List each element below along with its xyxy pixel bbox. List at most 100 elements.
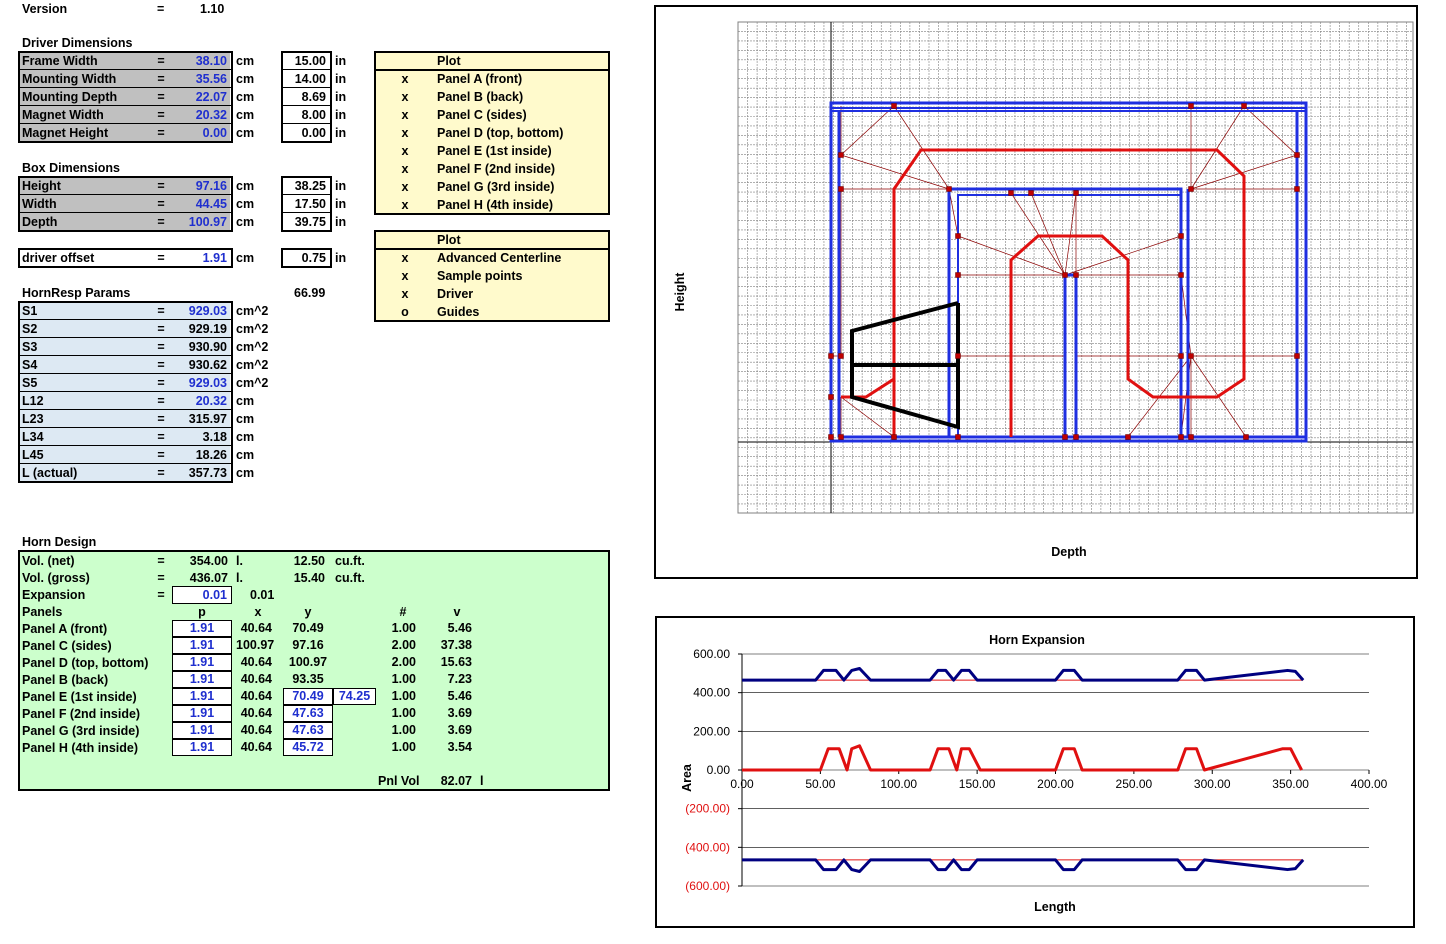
driver-row-label: Magnet Height — [20, 124, 160, 142]
panel-p-input[interactable]: 1.91 — [172, 688, 232, 705]
hornresp-value: 930.90 — [172, 338, 230, 356]
driver-row-cm-input[interactable]: 38.10 — [172, 52, 230, 70]
panel-y: 100.97 — [288, 655, 328, 669]
box-row-cm-input[interactable]: 100.97 — [172, 213, 230, 231]
version-label: Version — [22, 2, 68, 16]
horn-expansion-chart[interactable]: Horn Expansion 600.00 400.00 200.00 0.00 (200… — [655, 616, 1415, 928]
layout-chart[interactable]: Depth Height — [654, 5, 1418, 579]
hornresp-label: L34 — [20, 428, 160, 446]
hornresp-eq: = — [150, 392, 172, 410]
plot-options-item-label: Guides — [437, 305, 480, 319]
panel-row-label: Panel H (4th inside) — [22, 741, 138, 755]
plot-panels-checkbox[interactable]: x — [401, 90, 409, 104]
plot-options-checkbox[interactable]: x — [401, 287, 409, 301]
panel-v: 3.54 — [447, 740, 472, 754]
panel-count: 1.00 — [391, 621, 416, 635]
box-row-table-border — [18, 176, 233, 232]
driver-row-inch: 0.00 — [301, 126, 326, 140]
hornresp-value[interactable]: 20.32 — [172, 392, 230, 410]
plot-panels-item-label: Panel H (4th inside) — [437, 198, 553, 212]
horn-vol_net-funit: cu.ft. — [335, 554, 365, 568]
panel-x: 40.64 — [240, 723, 272, 737]
version-value[interactable]: 1.10 — [200, 2, 225, 16]
hornresp-label: S2 — [20, 320, 160, 338]
sample-point — [838, 152, 844, 158]
sample-point — [1188, 353, 1194, 359]
box-row-unit: cm — [236, 215, 255, 229]
panel-extra-input[interactable]: 74.25 — [333, 688, 376, 705]
panel-p-input[interactable]: 1.91 — [172, 620, 232, 637]
chart-ylabel: Area — [680, 763, 694, 792]
plot-panels-checkbox[interactable]: x — [401, 144, 409, 158]
sample-point — [1008, 190, 1014, 196]
row-divider — [18, 355, 232, 356]
series-line-2 — [742, 744, 1303, 772]
horn-title: Horn Design — [22, 535, 97, 549]
panel-count: 2.00 — [391, 638, 416, 652]
header-divider — [374, 69, 610, 71]
panel-p-input[interactable]: 1.91 — [172, 654, 232, 671]
box-row-cm-input[interactable]: 44.45 — [172, 195, 230, 213]
hornresp-label: L23 — [20, 410, 160, 428]
panel-f-inside — [892, 148, 1246, 437]
sample-point — [1243, 434, 1249, 440]
panel-y-input[interactable]: 47.63 — [283, 705, 333, 722]
driver-row-cm-input[interactable]: 35.56 — [172, 70, 230, 88]
plot-panels-checkbox[interactable]: x — [401, 162, 409, 176]
horn-expansion-plot: Horn Expansion600.00400.00200.000.00(200… — [680, 633, 1388, 914]
guide-line — [1030, 192, 1066, 276]
row-divider — [281, 194, 331, 195]
hornresp-value[interactable]: 929.03 — [172, 302, 230, 320]
plot-panels-checkbox[interactable]: x — [401, 198, 409, 212]
guide-line — [840, 396, 895, 438]
pnl-vol-label: Pnl Vol — [378, 774, 420, 788]
x-tick-label: 350.00 — [1272, 777, 1309, 791]
sample-point — [838, 353, 844, 359]
panel-row-label: Panel E (1st inside) — [22, 690, 137, 704]
layout-ylabel: Height — [673, 272, 687, 312]
panel-y-input[interactable]: 70.49 — [283, 688, 333, 705]
x-tick-label: 200.00 — [1037, 777, 1074, 791]
plot-options-checkbox[interactable]: x — [401, 269, 409, 283]
panel-p-input[interactable]: 1.91 — [172, 705, 232, 722]
plot-panels-checkbox[interactable]: x — [401, 72, 409, 86]
plot-options-item-label: Driver — [437, 287, 474, 301]
plot-panels-checkbox[interactable]: x — [401, 108, 409, 122]
panel-v: 37.38 — [440, 638, 472, 652]
hornresp-value[interactable]: 929.03 — [172, 374, 230, 392]
panel-p-input[interactable]: 1.91 — [172, 739, 232, 756]
plot-options-checkbox[interactable]: o — [401, 305, 409, 319]
expansion-input[interactable]: 0.01 — [172, 586, 232, 604]
row-divider — [281, 69, 331, 70]
panel-y-input[interactable]: 47.63 — [283, 722, 333, 739]
box-row-label: Width — [20, 195, 160, 213]
driver-row-cm-input[interactable]: 0.00 — [172, 124, 230, 142]
box-row-inch: 39.75 — [294, 215, 326, 229]
panel-p-input[interactable]: 1.91 — [172, 671, 232, 688]
box-title: Box Dimensions — [22, 161, 120, 175]
plot-options-checkbox[interactable]: x — [401, 251, 409, 265]
box-row-cm-input[interactable]: 97.16 — [172, 177, 230, 195]
panel-y-input[interactable]: 45.72 — [283, 739, 333, 756]
plot-panels-table — [374, 51, 610, 215]
driver-row-cm-input[interactable]: 20.32 — [172, 106, 230, 124]
driver-row-inch: 8.00 — [301, 108, 326, 122]
sample-point — [1073, 272, 1079, 278]
driver-row-inch: 8.69 — [301, 90, 326, 104]
hornresp-unit: cm — [236, 466, 255, 480]
guide-line — [1190, 154, 1298, 190]
offset-cm-input[interactable]: 1.91 — [202, 251, 227, 265]
plot-panels-checkbox[interactable]: x — [401, 126, 409, 140]
row-divider — [18, 69, 232, 70]
panel-g-inside — [1063, 273, 1078, 437]
driver-row-cm-input[interactable]: 22.07 — [172, 88, 230, 106]
driver-row-label: Mounting Depth — [20, 88, 160, 106]
box-row-eq: = — [150, 195, 172, 213]
horn-expansion-label: Expansion — [22, 588, 86, 602]
plot-panels-checkbox[interactable]: x — [401, 180, 409, 194]
horn-vol_gross-ft: 15.40 — [293, 571, 325, 585]
panel-p-input[interactable]: 1.91 — [172, 637, 232, 654]
panel-p-input[interactable]: 1.91 — [172, 722, 232, 739]
sample-point — [955, 233, 961, 239]
horn-vol_net-ft: 12.50 — [293, 554, 325, 568]
